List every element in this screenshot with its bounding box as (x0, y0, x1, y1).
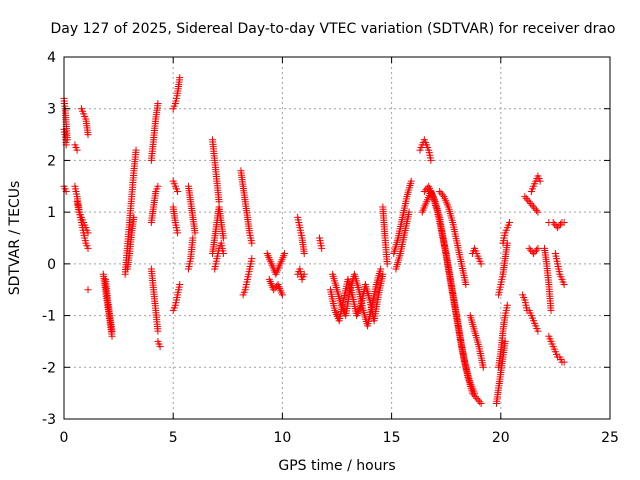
chart-title: Day 127 of 2025, Sidereal Day-to-day VTE… (50, 21, 615, 37)
data-point-s32 (318, 244, 326, 252)
axis-ticks: 0 5 10 15 20 25 -3 -2 -1 0 1 2 3 4 (42, 50, 619, 446)
y-tick-label: -3 (42, 412, 56, 428)
data-point-s54 (560, 358, 568, 366)
data-point-s51 (532, 246, 540, 254)
data-point-s44 (501, 337, 509, 345)
data-point-s19 (174, 229, 182, 237)
y-tick-label: 1 (47, 205, 56, 221)
data-marks (60, 74, 568, 407)
data-point-s28 (281, 250, 289, 258)
grid-lines (64, 57, 610, 419)
data-point-s55 (556, 220, 564, 228)
data-point-s50 (536, 177, 544, 185)
y-tick-label: 4 (47, 50, 56, 66)
data-point-s49 (522, 194, 530, 202)
data-point-s12 (130, 213, 138, 221)
data-point-s39 (471, 393, 479, 401)
data-point-s55 (560, 218, 568, 226)
x-tick-label: 10 (273, 430, 291, 446)
data-point-s22 (189, 234, 197, 242)
data-point-s30 (300, 250, 308, 258)
data-point-s47 (506, 218, 514, 226)
data-point-s52 (534, 327, 542, 335)
y-tick-label: -1 (42, 309, 56, 325)
data-point-s37 (405, 208, 413, 216)
data-point-s51 (530, 250, 538, 258)
data-point-s49 (525, 198, 533, 206)
data-point-s41 (436, 187, 444, 195)
data-point-s16 (156, 343, 164, 351)
data-point-s40 (471, 389, 479, 397)
plot-frame (63, 56, 611, 420)
data-point-s49 (532, 206, 540, 214)
x-tick-label: 25 (601, 430, 619, 446)
data-point-s29 (271, 284, 279, 292)
data-point-s29 (278, 291, 286, 299)
x-tick-label: 5 (169, 430, 178, 446)
data-point-s56 (560, 281, 568, 289)
data-point-s14 (154, 182, 162, 190)
data-point-s45 (503, 301, 511, 309)
data-point-s18 (174, 187, 182, 195)
y-tick-label: 0 (47, 257, 56, 273)
y-tick-label: 3 (47, 102, 56, 118)
data-point-s51 (525, 244, 533, 252)
data-point-s21 (191, 229, 199, 237)
data-point-s39 (420, 187, 428, 195)
data-point-s49 (524, 196, 532, 204)
data-point-s39 (477, 399, 485, 407)
y-tick-label: -2 (42, 360, 56, 376)
data-point-s41 (437, 189, 445, 197)
data-point-s20 (176, 281, 184, 289)
data-point-s42 (477, 260, 485, 268)
data-point-s34 (377, 265, 385, 273)
data-point-s43 (479, 363, 487, 371)
data-point-s25 (219, 250, 227, 258)
data-point-s4 (84, 244, 92, 252)
data-point-s7 (84, 131, 92, 139)
data-point-s29 (270, 286, 278, 294)
data-point-s55 (549, 218, 557, 226)
x-tick-label: 0 (60, 430, 69, 446)
data-point-s36 (407, 177, 415, 185)
data-point-s49 (534, 208, 542, 216)
data-point-s51 (534, 244, 542, 252)
data-point-s5 (84, 229, 92, 237)
data-point-s10 (108, 327, 116, 335)
x-tick-label: 15 (383, 430, 401, 446)
x-axis-label: GPS time / hours (278, 458, 395, 474)
x-tick-label: 20 (492, 430, 510, 446)
data-point-s55 (554, 224, 562, 232)
data-point-s49 (530, 203, 538, 211)
data-point-s24 (219, 234, 227, 242)
data-point-s41 (462, 281, 470, 289)
y-tick-label: 2 (47, 153, 56, 169)
data-point-s35 (383, 260, 391, 268)
data-point-s8 (84, 286, 92, 294)
data-point-s11 (132, 146, 140, 154)
data-point-s49 (528, 201, 536, 209)
data-point-s13 (154, 100, 162, 108)
data-point-s39 (474, 396, 482, 404)
data-point-s41 (439, 191, 447, 199)
data-point-s39 (422, 186, 430, 194)
data-point-s27 (248, 255, 256, 263)
y-axis-label: SDTVAR / TECUs (7, 181, 23, 296)
data-point-s15 (154, 327, 162, 335)
data-point-s53 (547, 306, 555, 314)
data-point-s26 (248, 239, 256, 247)
data-point-s51 (531, 248, 539, 256)
data-point-s38 (427, 156, 435, 164)
data-point-s49 (521, 193, 529, 201)
data-point-s6 (73, 146, 81, 154)
data-point-s49 (527, 200, 535, 208)
data-point-s31 (300, 270, 308, 278)
data-point-s39 (476, 398, 484, 406)
data-point-s49 (531, 205, 539, 213)
data-point-s55 (555, 222, 563, 230)
data-point-s39 (473, 394, 481, 402)
data-point-s17 (176, 74, 184, 82)
